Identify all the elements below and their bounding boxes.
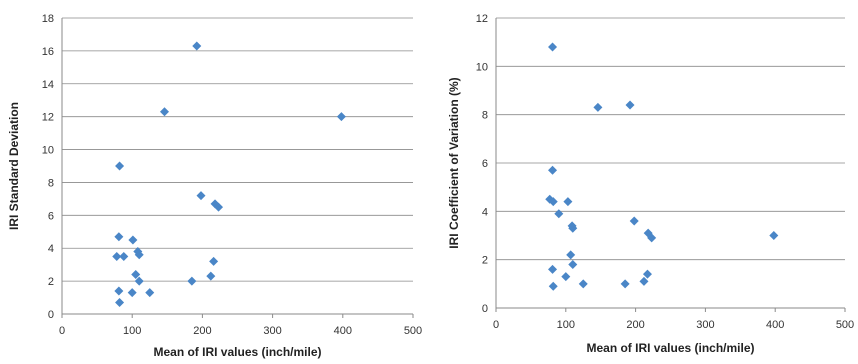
data-point: [112, 251, 122, 261]
data-point: [115, 297, 125, 307]
data-point: [131, 270, 141, 280]
x-tick-label: 400: [334, 325, 352, 337]
y-tick-label: 12: [42, 112, 54, 124]
y-tick-label: 10: [42, 145, 54, 157]
x-tick-label: 100: [557, 319, 575, 331]
data-point: [554, 209, 564, 219]
x-axis-title: Mean of IRI values (inch/mile): [153, 345, 321, 359]
data-point: [114, 232, 124, 242]
data-point: [214, 202, 224, 212]
data-point: [115, 161, 125, 171]
y-tick-label: 14: [42, 79, 54, 91]
x-tick-label: 500: [404, 325, 422, 337]
data-point: [769, 231, 779, 240]
x-tick-label: 300: [263, 325, 281, 337]
data-point: [134, 250, 144, 260]
chart-1: 0 2 4 6 8 10 12 14 16 18 0 100 200 300 400 500 Mean of I…: [7, 13, 422, 359]
y-tick-label: 0: [48, 309, 54, 321]
data-point: [568, 223, 578, 233]
data-point: [548, 281, 558, 291]
data-point: [114, 286, 124, 296]
data-point: [647, 233, 657, 243]
data-point: [563, 197, 573, 207]
data-point: [336, 112, 346, 122]
data-point: [568, 260, 578, 269]
y-tick-label: 2: [48, 276, 54, 288]
x-tick-label: 500: [836, 319, 854, 331]
y-tick-label: 2: [482, 255, 488, 267]
y-tick-label: 8: [48, 177, 54, 189]
data-point: [187, 276, 197, 286]
x-tick-label: 300: [696, 319, 714, 331]
data-point: [620, 279, 630, 289]
data-point: [196, 191, 206, 201]
y-tick-label: 8: [482, 110, 488, 122]
data-point: [145, 288, 155, 298]
y-tick-label: 10: [476, 61, 488, 73]
x-tick-label: 200: [626, 319, 644, 331]
data-point: [209, 256, 219, 266]
y-axis-title: IRI Coefficient of Variation (%): [447, 77, 461, 248]
data-point: [134, 276, 144, 286]
y-tick-label: 0: [482, 303, 488, 315]
data-point: [566, 250, 576, 260]
data-point: [548, 165, 558, 175]
data-point: [629, 216, 639, 226]
data-point: [625, 100, 635, 110]
data-point: [642, 269, 652, 279]
data-point: [206, 271, 216, 281]
y-tick-label: 6: [482, 158, 488, 170]
y-tick-label: 12: [476, 13, 488, 25]
data-point: [639, 276, 649, 286]
data-point: [548, 42, 558, 52]
x-tick-label: 0: [493, 319, 499, 331]
x-axis-title: Mean of IRI values (inch/mile): [586, 341, 754, 355]
y-axis-title: IRI Standard Deviation: [7, 102, 21, 230]
y-tick-label: 4: [48, 243, 54, 255]
data-point: [128, 235, 138, 245]
data-point: [593, 102, 603, 112]
x-tick-label: 0: [59, 325, 65, 337]
y-tick-label: 18: [42, 13, 54, 25]
data-point: [119, 251, 129, 261]
x-tick-label: 100: [123, 325, 141, 337]
data-point: [127, 288, 137, 298]
data-point: [561, 272, 571, 282]
data-point: [578, 279, 588, 289]
y-tick-label: 4: [482, 206, 488, 218]
y-tick-label: 16: [42, 46, 54, 58]
x-tick-label: 200: [193, 325, 211, 337]
data-point: [548, 197, 558, 207]
chart-2: 0 2 4 6 8 10 12 0 100 200 300 400 500 Mean of IRI val…: [447, 13, 854, 355]
x-tick-label: 400: [766, 319, 784, 331]
data-point: [548, 264, 558, 274]
data-point: [159, 107, 169, 117]
y-tick-label: 6: [48, 210, 54, 222]
data-point: [192, 41, 202, 51]
